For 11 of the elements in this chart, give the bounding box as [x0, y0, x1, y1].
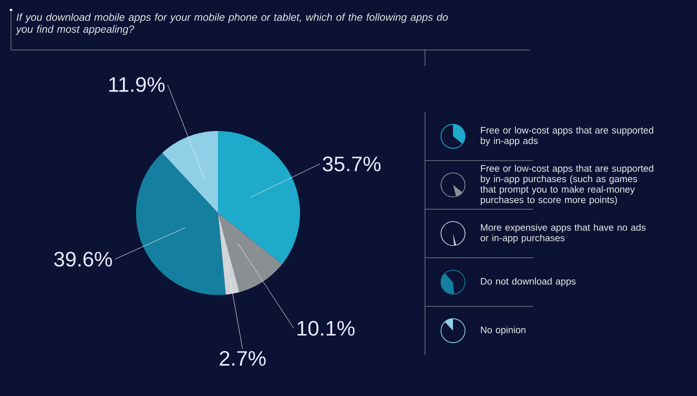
data-label: 35.7% — [322, 156, 381, 172]
data-label: 11.9% — [109, 77, 165, 92]
data-label: 39.6% — [54, 252, 112, 267]
data-label: 10.1% — [298, 320, 355, 336]
legend-label: Free or low-cost apps that are supported by in-app purchases (such as games that prompt you to make real-money purchases to score more points) — [480, 164, 654, 206]
data-label: 2.7% — [220, 350, 266, 366]
legend-label: No opinion — [480, 326, 526, 336]
legend-label: Free or low-cost apps that are supported by in-app ads — [480, 126, 654, 146]
legend-label: Do not download apps — [480, 278, 576, 287]
legend-label: More expensive apps that have no ads or in-app purchases — [480, 224, 646, 244]
chart-title: If you download mobile apps for your mobile phone or tablet, which of the following apps do you find most appealing? — [16, 13, 448, 35]
